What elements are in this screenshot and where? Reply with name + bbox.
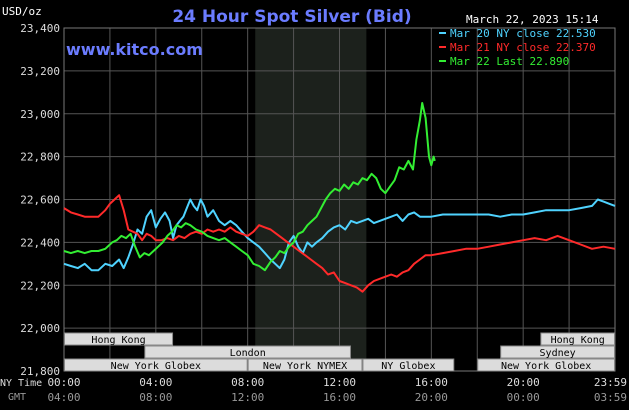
market-session-bar: [500, 345, 616, 359]
market-session-label: Hong Kong: [551, 335, 605, 346]
ny-time-row-label: NY Time: [0, 378, 42, 389]
x-tick-label-ny: 00:00: [47, 376, 80, 389]
market-session-label: Sydney: [540, 348, 576, 359]
legend-label: Mar 22 Last 22.890: [450, 55, 569, 68]
x-tick-label-gmt: 16:00: [323, 391, 356, 404]
x-tick-label-gmt: 04:00: [47, 391, 80, 404]
market-session-box: Hong Kong: [540, 332, 616, 346]
y-axis-tick-labels: 21,800 22,000 22,200 22,400 22,600 22,800 23,0…: [20, 22, 60, 378]
legend-entry: Mar 20 NY close 22.530: [439, 27, 596, 40]
series-line-3: [63, 102, 436, 272]
x-tick-label-ny: 20:00: [507, 376, 540, 389]
x-tick-label-ny: 04:00: [139, 376, 172, 389]
market-session-bar: [247, 358, 363, 372]
market-session-label: NY Globex: [381, 361, 435, 372]
market-session-bar: [362, 358, 455, 372]
y-tick-label: 23,400: [20, 22, 60, 35]
y-tick-label: 23,000: [20, 108, 60, 121]
x-tick-label-ny: 23:59: [594, 376, 627, 389]
market-session-label: New York NYMEX: [263, 361, 347, 372]
x-tick-label-gmt: 08:00: [139, 391, 172, 404]
chart-title: 24 Hour Spot Silver (Bid): [172, 7, 411, 27]
gmt-row-label: GMT: [8, 392, 26, 403]
grid-lines: [63, 27, 616, 372]
market-session-bar: [477, 358, 615, 372]
market-session-bar: [64, 358, 248, 372]
market-session-label: London: [230, 348, 266, 359]
market-session-box: Sydney: [500, 345, 616, 359]
y-tick-label: 22,600: [20, 194, 60, 207]
legend-entry: Mar 22 Last 22.890: [439, 55, 569, 68]
legend-label: Mar 20 NY close 22.530: [450, 27, 596, 40]
y-tick-label: 23,200: [20, 65, 60, 78]
y-tick-label: 22,400: [20, 236, 60, 249]
market-session-bar: [144, 345, 351, 359]
market-session-box: London: [144, 345, 351, 359]
market-sessions: Hong Kong London New York Globex New York N…: [64, 332, 616, 372]
market-session-box: New York Globex: [477, 358, 615, 372]
y-tick-label: 22,200: [20, 279, 60, 292]
x-tick-label-gmt: 12:00: [231, 391, 264, 404]
market-session-label: Hong Kong: [91, 335, 145, 346]
x-tick-label-ny: 16:00: [415, 376, 448, 389]
legend-entry: Mar 21 NY close 22.370: [439, 41, 596, 54]
x-tick-label-ny: 12:00: [323, 376, 356, 389]
y-tick-label: 21,800: [20, 365, 60, 378]
series-line-1: [63, 198, 616, 272]
y-tick-label: 22,000: [20, 322, 60, 335]
market-session-box: New York NYMEX: [247, 358, 363, 372]
market-session-box: Hong Kong: [64, 332, 174, 346]
market-session-bar: [540, 332, 616, 346]
legend-label: Mar 21 NY close 22.370: [450, 41, 596, 54]
x-tick-label-ny: 08:00: [231, 376, 264, 389]
series-lines: [63, 102, 616, 293]
market-session-box: New York Globex: [64, 358, 248, 372]
x-tick-label-gmt: 03:59: [594, 391, 627, 404]
x-tick-label-gmt: 20:00: [415, 391, 448, 404]
x-axis-tick-labels: 00:00 04:00 04:00 08:00 08:00 12:00 12:00 16:00…: [47, 376, 627, 404]
market-session-label: New York Globex: [111, 361, 201, 372]
y-axis-unit: USD/oz: [2, 5, 42, 18]
x-tick-label-gmt: 00:00: [507, 391, 540, 404]
market-session-box: NY Globex: [362, 358, 455, 372]
chart-timestamp: March 22, 2023 15:14: [466, 13, 599, 26]
watermark: www.kitco.com: [66, 40, 203, 59]
market-session-label: New York Globex: [501, 361, 591, 372]
y-tick-label: 22,800: [20, 151, 60, 164]
market-session-bar: [64, 332, 174, 346]
